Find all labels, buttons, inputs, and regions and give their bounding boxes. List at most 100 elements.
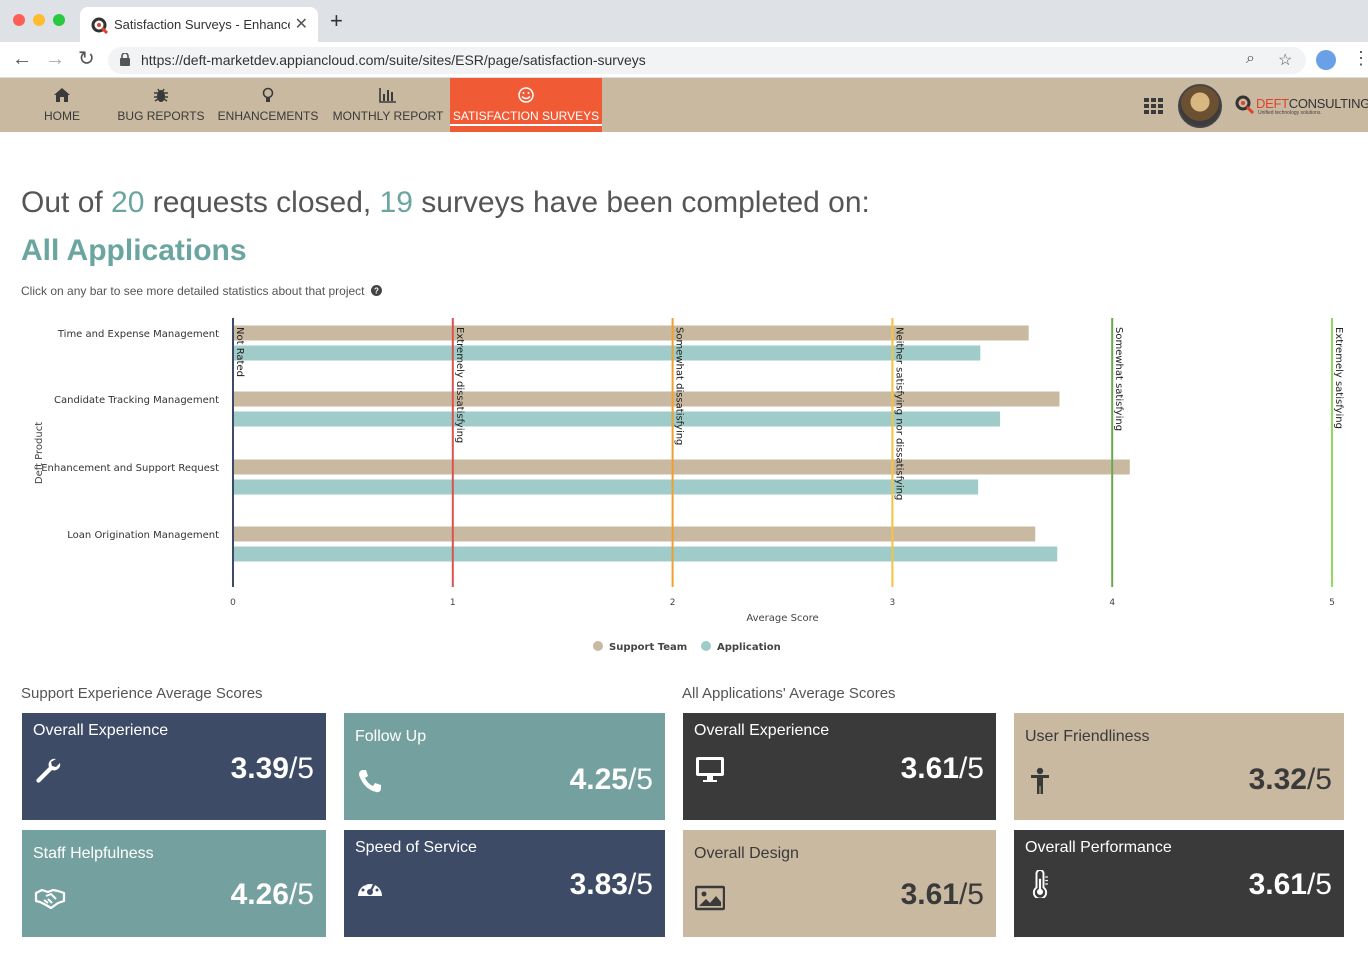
reference-line-label: Somewhat satisfying: [1113, 327, 1124, 431]
card-score: 3.61/5: [1249, 868, 1332, 902]
card-support-follow-up[interactable]: Follow Up 4.25/5: [344, 713, 665, 820]
tab-title: Satisfaction Surveys - Enhancem: [114, 17, 290, 32]
reference-line-label: Not Rated: [234, 327, 245, 377]
user-avatar[interactable]: [1178, 84, 1222, 128]
card-score-value: 3.83: [569, 868, 628, 901]
back-button[interactable]: ←: [12, 48, 32, 70]
card-score-denominator: /5: [958, 752, 984, 785]
wrench-icon: [36, 758, 61, 783]
legend-label: Support Team: [609, 642, 687, 653]
legend-swatch: [593, 641, 603, 651]
requests-count: 20: [111, 186, 145, 219]
card-score-denominator: /5: [288, 752, 314, 785]
zoom-icon[interactable]: ⌕: [1246, 50, 1255, 67]
x-tick-label: 5: [1329, 598, 1335, 608]
url-field[interactable]: https://deft-marketdev.appiancloud.com/s…: [108, 47, 1306, 74]
card-score: 4.25/5: [570, 763, 653, 797]
y-axis-label: Deft Product: [34, 422, 45, 484]
card-score: 3.32/5: [1249, 763, 1332, 797]
thermometer-icon: [1032, 870, 1048, 898]
x-tick-label: 3: [890, 598, 896, 608]
help-icon[interactable]: ?: [370, 285, 382, 296]
card-score-denominator: /5: [627, 868, 653, 901]
chart-bar[interactable]: [233, 546, 1058, 562]
nav-enhancements-label: ENHANCEMENTS: [217, 109, 319, 123]
minimize-window-button[interactable]: [33, 14, 45, 26]
surveys-count: 19: [379, 186, 413, 219]
card-title: Follow Up: [355, 728, 427, 745]
bug-icon: [154, 88, 168, 102]
card-apps-overall-experience[interactable]: Overall Experience 3.61/5: [683, 713, 996, 820]
support-section-title: Support Experience Average Scores: [21, 685, 263, 702]
card-score: 3.61/5: [901, 752, 984, 786]
deft-logo-icon: [1235, 95, 1254, 114]
browser-menu-icon[interactable]: ⋮: [1352, 48, 1368, 68]
nav-satisfaction-surveys[interactable]: SATISFACTION SURVEYS: [450, 78, 602, 132]
card-apps-overall-design[interactable]: Overall Design 3.61/5: [683, 830, 996, 937]
chart-bar[interactable]: [233, 526, 1036, 542]
x-tick-label: 1: [450, 598, 456, 608]
chart-bar[interactable]: [233, 345, 981, 361]
card-support-staff-helpfulness[interactable]: Staff Helpfulness 4.26/5: [22, 830, 326, 937]
card-apps-user-friendliness[interactable]: User Friendliness 3.32/5: [1014, 713, 1344, 820]
survey-summary-headline: Out of 20 requests closed, 19 surveys ha…: [21, 186, 870, 220]
headline-prefix: Out of: [21, 186, 112, 219]
smiley-icon: [518, 87, 534, 103]
chart-bar[interactable]: [233, 411, 1001, 427]
average-score-bar-chart: Time and Expense Management Candidate Tra…: [34, 318, 1344, 653]
close-tab-icon[interactable]: ✕: [294, 16, 308, 33]
deft-logo-icon: [91, 17, 108, 34]
logo-consulting: CONSULTING: [1288, 96, 1368, 111]
logo-text: DEFTCONSULTING: [1256, 96, 1368, 111]
browser-tab[interactable]: Satisfaction Surveys - Enhancem ✕: [80, 7, 318, 42]
monitor-icon: [696, 757, 724, 782]
bookmark-star-icon[interactable]: ☆: [1278, 52, 1293, 69]
logo-tagline: Unified technology solutions.: [1258, 110, 1322, 116]
reload-button[interactable]: ↻: [78, 48, 95, 70]
reference-line-label: Neither satisfying nor dissatisfying: [893, 327, 904, 500]
card-score-denominator: /5: [627, 763, 653, 796]
nav-enhancements[interactable]: ENHANCEMENTS: [216, 78, 320, 132]
close-window-button[interactable]: [13, 14, 25, 26]
headline-suffix: surveys have been completed on:: [412, 186, 870, 219]
nav-home[interactable]: HOME: [34, 78, 90, 132]
card-score-value: 4.25: [569, 763, 628, 796]
deft-consulting-logo: DEFTCONSULTING Unified technology soluti…: [1234, 92, 1368, 118]
card-score-value: 3.39: [230, 752, 289, 785]
chart-bar[interactable]: [233, 459, 1130, 475]
card-score: 3.61/5: [901, 878, 984, 912]
phone-icon: [359, 770, 381, 793]
card-score-denominator: /5: [288, 878, 314, 911]
card-score: 3.39/5: [231, 752, 314, 786]
browser-tab-bar: Satisfaction Surveys - Enhancem ✕ +: [0, 0, 1368, 42]
new-tab-button[interactable]: +: [330, 8, 343, 33]
card-apps-overall-performance[interactable]: Overall Performance 3.61/5: [1014, 830, 1344, 937]
chart-bar[interactable]: [233, 479, 979, 495]
legend-swatch: [701, 641, 711, 651]
chart-hint: Click on any bar to see more detailed st…: [21, 284, 382, 298]
chart-bar[interactable]: [233, 391, 1060, 407]
card-support-speed-of-service[interactable]: Speed of Service 3.83/5: [344, 830, 665, 937]
app-nav-bar: [0, 78, 1368, 132]
card-score-denominator: /5: [1306, 763, 1332, 796]
card-score-value: 3.61: [1248, 868, 1307, 901]
card-title: Staff Helpfulness: [33, 845, 154, 862]
app-grid-icon[interactable]: [1144, 98, 1164, 114]
profile-avatar[interactable]: [1316, 50, 1336, 70]
card-support-overall-experience[interactable]: Overall Experience 3.39/5: [22, 713, 326, 820]
headline-mid: requests closed,: [144, 186, 380, 219]
nav-monthly-report[interactable]: MONTHLY REPORT: [332, 78, 444, 132]
bar-chart-icon: [379, 88, 396, 103]
card-score-value: 3.61: [900, 752, 959, 785]
maximize-window-button[interactable]: [53, 14, 65, 26]
category-label: Time and Expense Management: [57, 329, 219, 340]
forward-button[interactable]: →: [45, 48, 65, 70]
card-title: Speed of Service: [355, 839, 477, 856]
handshake-icon: [34, 888, 66, 910]
speedometer-icon: [358, 879, 382, 896]
chart-bar[interactable]: [233, 325, 1029, 341]
card-title: Overall Design: [694, 845, 799, 862]
chart-hint-text: Click on any bar to see more detailed st…: [21, 284, 365, 298]
nav-bug-reports[interactable]: BUG REPORTS: [117, 78, 205, 132]
x-tick-label: 0: [230, 598, 236, 608]
